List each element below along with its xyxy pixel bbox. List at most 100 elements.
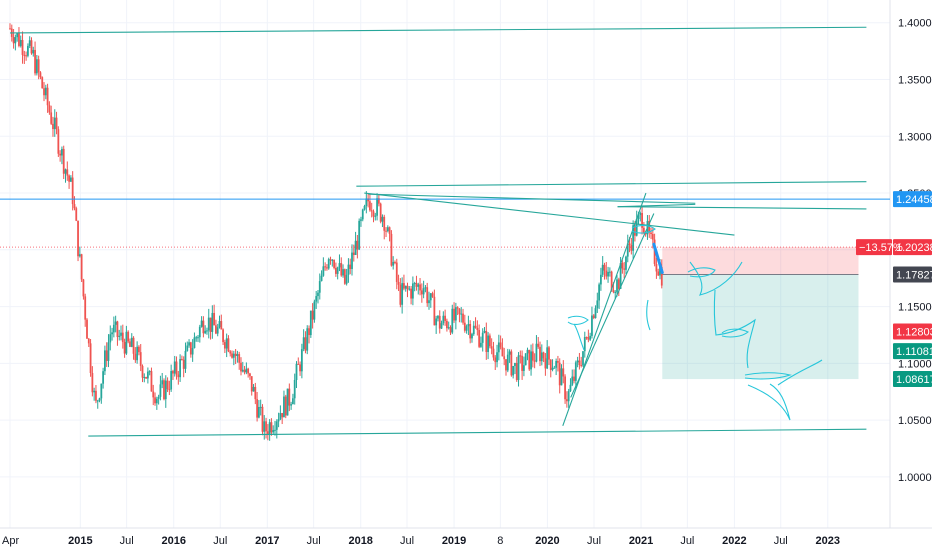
- candle-body: [127, 331, 130, 342]
- candle-body: [245, 368, 248, 373]
- candle-body: [16, 33, 19, 38]
- candle-body: [204, 330, 207, 334]
- candle-body: [306, 328, 309, 351]
- candle-body: [420, 290, 423, 295]
- price-badge: [893, 239, 932, 256]
- candle-body: [632, 225, 635, 251]
- candle-body: [48, 105, 51, 113]
- candle-body: [514, 362, 516, 367]
- candlestick-series: [9, 23, 663, 441]
- candle-body: [385, 230, 387, 232]
- candle-body: [610, 271, 613, 291]
- candle-body: [32, 49, 35, 54]
- candle-body: [209, 317, 212, 332]
- candle-body: [182, 359, 185, 369]
- candle-body: [89, 343, 92, 373]
- candle-body: [363, 206, 366, 210]
- candle-body: [599, 274, 602, 285]
- candle-body: [326, 267, 328, 269]
- candle-body: [585, 337, 588, 339]
- candle-body: [143, 376, 146, 378]
- candle-body: [481, 332, 484, 343]
- candle-body: [139, 352, 142, 366]
- candle-body: [535, 343, 538, 362]
- candle-body: [130, 337, 133, 347]
- candle-body: [648, 220, 651, 233]
- candle-body: [270, 422, 273, 433]
- candle-body: [232, 353, 235, 358]
- candle-body: [238, 354, 241, 363]
- candle-body: [61, 148, 63, 156]
- candle-body: [57, 129, 60, 154]
- candle-body: [542, 352, 545, 359]
- candle-body: [510, 351, 513, 376]
- candle-body: [431, 293, 434, 297]
- candle-body: [411, 283, 414, 299]
- candle-body: [555, 361, 558, 368]
- candle-body: [300, 349, 303, 372]
- candle-body: [78, 254, 81, 257]
- trend-line: [562, 192, 647, 426]
- candle-body: [413, 283, 416, 285]
- candle-body: [197, 337, 199, 339]
- candle-body: [419, 284, 421, 291]
- candle-body: [268, 422, 271, 436]
- candle-body: [392, 261, 395, 266]
- price-badge: [893, 266, 932, 283]
- candle-body: [313, 301, 316, 320]
- candle-body: [295, 363, 298, 381]
- time-axis[interactable]: Apr 2015 Jul 2016 Jul 2017 Jul 2018 Jul 2019 8 2020…: [2, 535, 840, 547]
- candle-body: [426, 287, 429, 304]
- doodle-stroke: [777, 359, 823, 386]
- candle-body: [261, 406, 264, 432]
- candle-body: [30, 40, 33, 54]
- candle-body: [612, 290, 615, 293]
- drawing-lines: [0, 26, 890, 437]
- candle-body: [69, 177, 72, 182]
- candle-body: [614, 291, 617, 293]
- price-tick-label: 1.35000: [898, 74, 932, 86]
- candle-body: [471, 334, 473, 339]
- candle-body: [349, 264, 352, 269]
- candle-body: [168, 389, 171, 391]
- candle-body: [553, 367, 556, 369]
- candle-body: [569, 384, 572, 392]
- candle-body: [508, 351, 511, 355]
- candle-body: [565, 399, 568, 402]
- candle-body: [288, 388, 291, 406]
- candle-body: [241, 369, 244, 372]
- candle-body: [446, 320, 448, 329]
- candle-body: [460, 313, 463, 315]
- candle-body: [257, 407, 260, 418]
- candle-body: [404, 285, 407, 289]
- candle-body: [279, 413, 282, 420]
- candle-body: [87, 338, 90, 344]
- candle-body: [46, 87, 49, 106]
- candle-body: [560, 368, 563, 386]
- candle-body: [608, 271, 611, 273]
- candle-body: [562, 368, 565, 377]
- candle-body: [39, 72, 42, 78]
- candle-body: [533, 360, 536, 362]
- candle-body: [134, 353, 137, 361]
- forecast-arrow: [652, 242, 664, 275]
- candle-body: [451, 308, 454, 333]
- candle-body: [523, 365, 525, 371]
- candle-body: [598, 284, 601, 301]
- candle-body: [141, 365, 144, 378]
- candle-body: [159, 384, 162, 397]
- candle-body: [376, 198, 378, 216]
- candle-body: [318, 281, 321, 293]
- trend-line: [368, 193, 696, 204]
- candle-body: [218, 321, 221, 328]
- candle-body: [617, 279, 620, 289]
- candle-body: [114, 321, 117, 325]
- candle-body: [86, 319, 88, 339]
- candle-body: [485, 330, 488, 352]
- candle-body: [21, 39, 24, 55]
- candle-body: [625, 256, 627, 270]
- candle-body: [435, 318, 438, 326]
- candle-body: [109, 334, 112, 343]
- candle-body: [93, 390, 96, 393]
